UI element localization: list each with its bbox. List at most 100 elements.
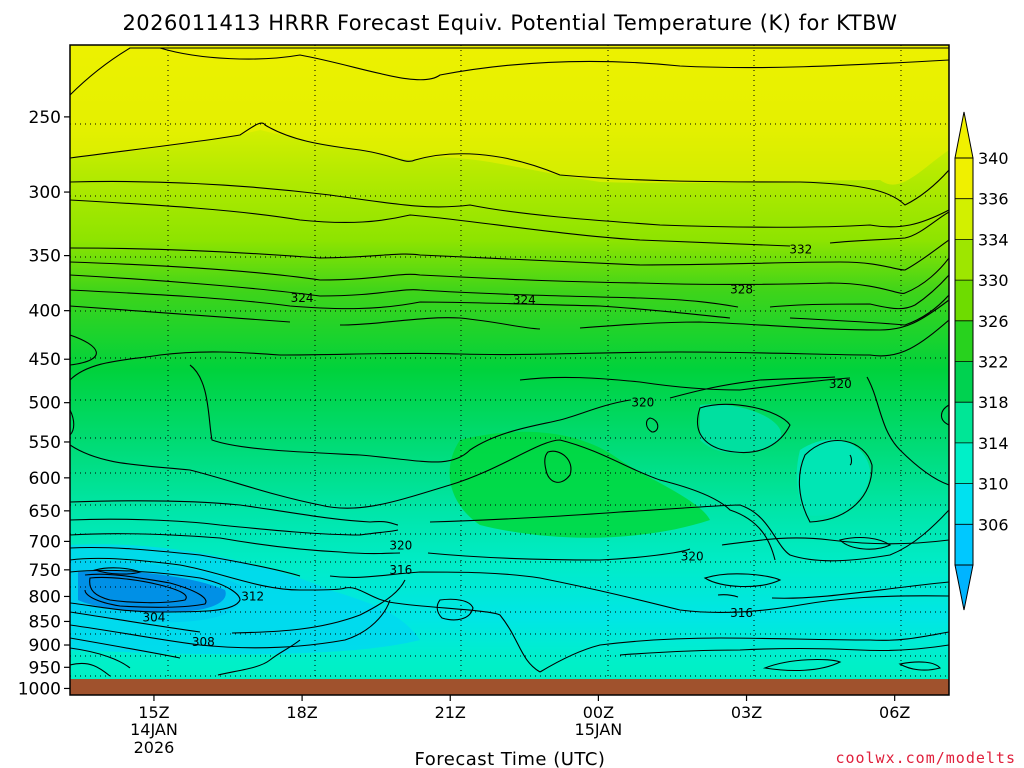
contour-325 <box>789 294 949 326</box>
contour-302 <box>93 567 142 575</box>
y-tick-label: 950 <box>29 658 61 678</box>
colorbar-level-label: 306 <box>978 515 1009 534</box>
contour-label: 324 <box>291 291 314 305</box>
contour-324 <box>70 305 291 323</box>
x-tick-year: 2026 <box>134 738 175 757</box>
contour-318 <box>519 376 851 391</box>
contour-331 <box>70 239 949 271</box>
contour-label: 320 <box>631 396 654 410</box>
contour-314 <box>838 536 892 550</box>
contour-318c <box>429 504 949 562</box>
contour-312e <box>762 659 842 671</box>
contour-label: 320 <box>681 549 704 563</box>
contour-328 <box>769 274 949 310</box>
colorbar-level-label: 318 <box>978 393 1009 412</box>
contour-309 <box>70 599 391 649</box>
x-tick-label: 21Z <box>435 703 466 722</box>
contour-317 <box>849 454 853 466</box>
contour-320b <box>866 376 949 486</box>
y-tick-label: 500 <box>29 394 61 414</box>
contour-312b <box>217 639 301 676</box>
y-tick-label: 450 <box>29 350 61 370</box>
colorbar-level-label: 310 <box>978 475 1009 494</box>
x-tick-date: 15JAN <box>575 720 623 739</box>
colorbar: 340 336 334 330 326 322 318 314 310 306 <box>954 111 1009 611</box>
contour-label: 324 <box>513 293 536 307</box>
contour-pocket-b <box>544 450 572 483</box>
colorbar-level-label: 326 <box>978 312 1009 331</box>
contour-315 <box>70 546 301 577</box>
contour-310 <box>70 557 541 673</box>
upper-dry-region <box>70 45 949 185</box>
contour-323 <box>70 334 97 366</box>
contour-321 <box>189 364 631 463</box>
contour-label: 316 <box>389 563 412 577</box>
contour-304 <box>89 576 187 604</box>
contour-label: 308 <box>192 635 215 649</box>
chart-title: 2026011413 HRRR Forecast Equiv. Potentia… <box>122 11 897 35</box>
y-tick-label: 800 <box>29 587 61 607</box>
dry-pocket-03z <box>700 404 782 454</box>
colorbar-band <box>955 442 973 485</box>
contour-320d <box>721 537 949 546</box>
colorbar-band <box>955 158 973 200</box>
colorbar-band <box>955 239 973 281</box>
y-tick-label: 300 <box>29 183 61 203</box>
colorbar-level-label: 314 <box>978 434 1009 453</box>
colorbar-level-label: 340 <box>978 149 1009 168</box>
contour-318b <box>70 500 399 526</box>
contour-313b <box>619 644 949 656</box>
contour-334 <box>70 180 949 228</box>
contour-312d <box>436 598 474 621</box>
contour-labels: 3243243283323203203203163123203163043083… <box>142 243 851 694</box>
contour-label: 320 <box>829 377 852 391</box>
contour-332 <box>829 211 949 244</box>
contour-324b <box>339 317 541 330</box>
contour-319 <box>70 439 776 561</box>
y-tick-label: 650 <box>29 502 61 522</box>
colorbar-top-arrow <box>954 111 974 159</box>
moist-pocket-mid <box>449 431 710 538</box>
contour-label: 312 <box>241 589 264 603</box>
y-tick-label: 750 <box>29 561 61 581</box>
contour-324c <box>579 299 949 331</box>
colorbar-level-label: 334 <box>978 230 1009 249</box>
y-tick-label: 400 <box>29 302 61 322</box>
contour-329 <box>70 274 739 308</box>
colorbar-band <box>955 402 973 444</box>
contour-316 <box>70 533 401 555</box>
contour-330 <box>70 257 949 294</box>
contour-333 <box>70 199 791 247</box>
contour-label: 304 <box>142 611 165 625</box>
y-tick-label: 700 <box>29 532 61 552</box>
contour-308c <box>231 579 406 634</box>
contour-dry-05z <box>798 439 873 523</box>
contour-326 <box>70 289 731 319</box>
ground-surface <box>70 679 949 695</box>
x-tick-label: 06Z <box>879 703 910 722</box>
contour-label: 328 <box>730 283 753 297</box>
x-axis-label: Forecast Time (UTC) <box>415 749 606 768</box>
plot-frame <box>69 44 950 696</box>
y-axis: 250 300 350 400 450 500 550 600 650 700 750 800 850 9… <box>18 108 70 699</box>
contour-label: 332 <box>789 243 812 257</box>
colorbar-level-label: 330 <box>978 271 1009 290</box>
x-tick-label: 03Z <box>731 703 762 722</box>
contour-label: 316 <box>730 606 753 620</box>
contour-336 <box>70 122 949 206</box>
colorbar-band <box>955 320 973 362</box>
colorbar-bottom-arrow <box>954 564 974 611</box>
contour-306 <box>84 573 207 608</box>
contour-308b <box>70 611 201 633</box>
contour-338 <box>159 47 949 81</box>
contour-320 <box>669 376 836 399</box>
contour-312f <box>898 661 941 671</box>
x-tick-label: 15Z <box>138 703 169 722</box>
y-tick-label: 600 <box>29 469 61 489</box>
contour-340 <box>70 47 949 96</box>
contour-label: 320 <box>389 539 412 553</box>
contour-322b <box>70 409 75 436</box>
contour-316b <box>427 548 691 561</box>
